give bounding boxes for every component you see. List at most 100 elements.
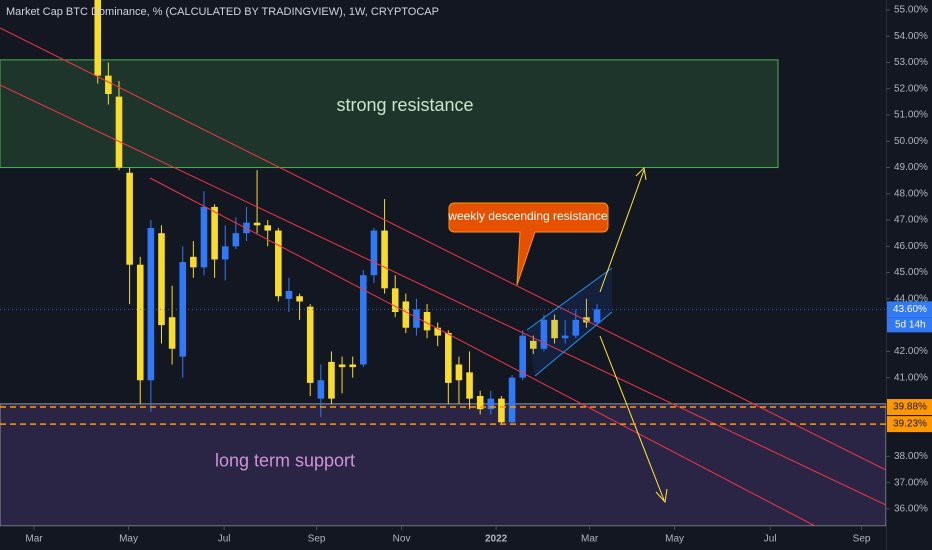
y-tick-label: 53.00% (894, 57, 928, 68)
arrow (599, 169, 645, 293)
zone (0, 59, 779, 169)
candle-body (381, 230, 388, 289)
y-tick-label: 49.00% (894, 162, 928, 173)
candle-body (126, 172, 133, 265)
candle-body (264, 225, 272, 231)
candle-body (583, 317, 590, 323)
candle-body (285, 290, 293, 299)
candle-body (94, 0, 102, 76)
x-tick-label: 2022 (485, 534, 508, 545)
candles (94, 0, 601, 425)
x-tick-label: Jul (764, 534, 777, 545)
x-tick-label: Mar (581, 534, 599, 545)
y-tick-label: 36.00% (894, 504, 928, 515)
candle-body (519, 335, 526, 378)
price-label: 39.88% (893, 402, 927, 413)
axes: 55.00% 54.00% 53.00% 52.00% 51.00% 50.00% 49.0… (25, 5, 928, 545)
arrow (599, 335, 665, 501)
y-tick-label: 42.00% (894, 346, 928, 357)
callout-text: weekly descending resistance (447, 209, 608, 223)
price-label-box (887, 301, 932, 318)
y-tick-label: 37.00% (894, 477, 928, 488)
candle-body (561, 335, 569, 339)
candle-body (476, 396, 484, 410)
candle-body (434, 327, 441, 336)
zone-label: strong resistance (336, 95, 473, 115)
countdown-box (887, 317, 932, 333)
x-tick-label: Sep (853, 534, 871, 545)
candle-body (338, 364, 346, 368)
candle-body (158, 233, 165, 326)
arrow-head (655, 488, 668, 504)
candle-body (530, 340, 537, 349)
candle-body (168, 317, 176, 349)
trend-line (0, 84, 886, 506)
zone-label: long term support (215, 451, 355, 471)
candle-body (105, 75, 112, 95)
candle-body (402, 301, 410, 328)
zones: strong resistance long term support (0, 59, 886, 526)
candle-body (328, 361, 335, 399)
y-tick-label: 41.00% (894, 372, 928, 383)
price-label-box (887, 416, 932, 433)
y-tick-label: 55.00% (894, 5, 928, 16)
candle-body (455, 364, 463, 381)
candle-body (200, 206, 208, 268)
y-tick-label: 45.00% (894, 267, 928, 278)
price-label: 43.60% (893, 304, 927, 315)
candle-body (423, 311, 431, 331)
candle-body (306, 306, 314, 383)
candle-body (391, 288, 399, 312)
x-tick-label: Mar (25, 534, 43, 545)
candle-body (253, 222, 261, 226)
candle-body (179, 262, 187, 357)
price-label-box (887, 399, 932, 416)
candle-body (275, 230, 282, 297)
candle-body (593, 309, 601, 323)
x-tick-label: Jul (218, 534, 231, 545)
levels: 43.60% 5d 14h 39.88% 39.23% (0, 301, 932, 433)
candle-body (445, 332, 452, 383)
x-tick-label: Nov (393, 534, 411, 545)
candle-body (508, 377, 516, 423)
candle-body (540, 319, 548, 349)
y-tick-label: 51.00% (894, 110, 928, 121)
candle-body (136, 264, 144, 381)
callout-box (448, 202, 609, 286)
candle-body (190, 256, 197, 268)
y-tick-label: 47.00% (894, 215, 928, 226)
candle-body (466, 372, 473, 399)
candle-body (232, 233, 240, 247)
x-tick-label: Sep (308, 534, 326, 545)
y-tick-label: 48.00% (894, 188, 928, 199)
channel-line (526, 267, 613, 331)
candle-body (572, 319, 580, 336)
candle-body (360, 275, 367, 365)
trend-line (149, 177, 816, 526)
y-tick-label: 50.00% (894, 136, 928, 147)
candle-body (147, 227, 155, 381)
channel-fill (527, 268, 612, 376)
candle-body (413, 309, 420, 328)
y-tick-label: 54.00% (894, 31, 928, 42)
zone (0, 403, 886, 526)
candle-body (221, 246, 229, 260)
candle-body (498, 398, 505, 423)
candle-body (211, 206, 218, 260)
candle-body (115, 96, 123, 168)
candle-body (370, 230, 378, 276)
countdown: 5d 14h (895, 319, 926, 330)
price-label: 39.23% (893, 419, 927, 430)
candle-body (317, 380, 325, 399)
x-tick-label: May (665, 534, 684, 545)
x-tick-label: May (119, 534, 138, 545)
y-tick-label: 44.00% (894, 293, 928, 304)
candle-body (487, 398, 495, 410)
chart-title: Market Cap BTC Dominance, % (CALCULATED … (6, 6, 439, 18)
drawings: weekly descending resistance (0, 27, 886, 526)
trend-line (0, 27, 886, 471)
y-tick-label: 46.00% (894, 241, 928, 252)
candle-body (296, 296, 303, 302)
candle-body (551, 319, 558, 339)
